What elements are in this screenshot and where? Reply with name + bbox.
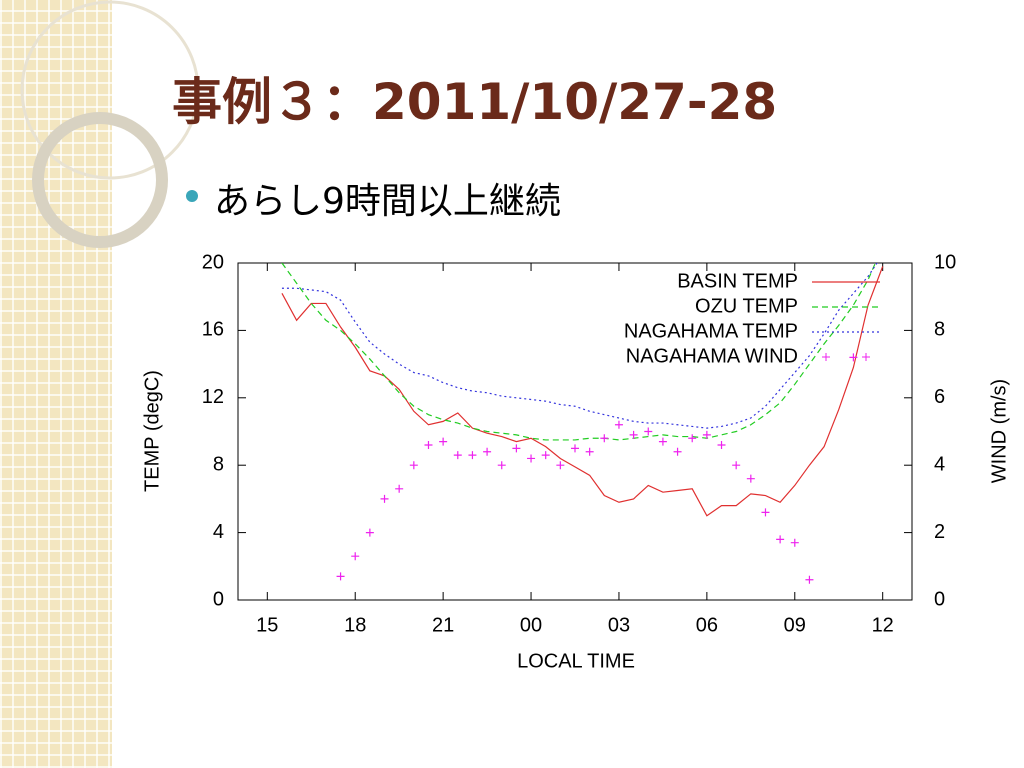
y2-axis-title: WIND (m/s) xyxy=(988,379,1010,483)
x-tick-label: 03 xyxy=(608,614,630,636)
y-tick-label: 0 xyxy=(213,588,224,610)
wind-marker xyxy=(673,447,682,456)
wind-marker xyxy=(365,528,374,537)
y-tick-label: 4 xyxy=(213,521,224,543)
x-tick-label: 18 xyxy=(344,614,366,636)
wind-marker xyxy=(527,454,536,463)
wind-marker xyxy=(336,572,345,581)
wind-marker xyxy=(717,440,726,449)
bullet-text: あらし9時間以上継続 xyxy=(214,181,561,222)
decor-strip xyxy=(0,0,112,768)
wind-marker xyxy=(658,437,667,446)
wind-marker xyxy=(629,430,638,439)
slide-title: 事例３：2011/10/27-28 xyxy=(172,73,778,131)
wind-marker xyxy=(351,552,360,561)
ring xyxy=(20,0,200,180)
y2-tick-label: 10 xyxy=(934,251,956,273)
wind-marker xyxy=(483,447,492,456)
wind-marker xyxy=(585,447,594,456)
wind-marker xyxy=(395,484,404,493)
x-tick-label: 00 xyxy=(520,614,542,636)
wind-marker xyxy=(571,444,579,453)
y2-tick-label: 2 xyxy=(934,521,945,543)
wind-marker xyxy=(468,451,477,460)
wind-marker xyxy=(424,440,433,449)
plot-area xyxy=(281,263,884,584)
x-axis-title: LOCAL TIME xyxy=(517,650,635,672)
y-tick-label: 20 xyxy=(202,251,224,273)
wind-marker xyxy=(497,461,506,470)
legend-label: OZU TEMP xyxy=(695,295,798,317)
legend-label: NAGAHAMA TEMP xyxy=(624,320,798,342)
legend-label: BASIN TEMP xyxy=(677,270,798,292)
wind-marker xyxy=(790,538,799,547)
ring xyxy=(32,112,168,248)
wind-marker xyxy=(776,535,785,544)
x-tick-label: 06 xyxy=(696,614,718,636)
plot-frame xyxy=(237,262,913,601)
wind-marker xyxy=(380,494,389,503)
wind-marker xyxy=(453,451,462,460)
series-line xyxy=(281,263,877,441)
y-tick-label: 8 xyxy=(213,453,224,475)
legend-label: NAGAHAMA WIND xyxy=(626,345,798,367)
wind-marker xyxy=(512,444,521,453)
series-line xyxy=(281,263,878,429)
x-tick-label: 12 xyxy=(872,614,894,636)
wind-marker xyxy=(614,420,623,429)
y2-tick-label: 0 xyxy=(934,588,945,610)
wind-marker xyxy=(600,434,609,443)
wind-marker xyxy=(732,461,741,470)
y2-tick-label: 4 xyxy=(934,453,945,475)
x-tick-label: 21 xyxy=(432,614,454,636)
wind-marker xyxy=(439,437,448,446)
decor-rings xyxy=(20,0,200,248)
wind-marker xyxy=(556,461,565,470)
wind-marker xyxy=(702,430,711,439)
y-tick-label: 16 xyxy=(202,319,224,341)
x-tick-label: 15 xyxy=(256,614,278,636)
wind-marker xyxy=(541,451,550,460)
legend-marker xyxy=(822,353,830,361)
y2-tick-label: 8 xyxy=(934,319,945,341)
y-axis-title: TEMP (degC) xyxy=(141,370,163,492)
x-tick-label: 09 xyxy=(784,614,806,636)
wind-marker xyxy=(761,508,770,517)
wind-marker xyxy=(849,353,858,362)
y2-tick-label: 6 xyxy=(934,386,945,408)
bullet-dot xyxy=(186,190,198,202)
wind-marker xyxy=(805,575,814,584)
y-tick-label: 12 xyxy=(202,386,224,408)
wind-marker xyxy=(409,461,418,470)
legend-marker xyxy=(862,353,870,361)
wind-marker xyxy=(688,434,697,443)
series-line xyxy=(281,266,884,517)
wind-marker xyxy=(746,474,755,483)
wind-marker xyxy=(644,427,653,436)
